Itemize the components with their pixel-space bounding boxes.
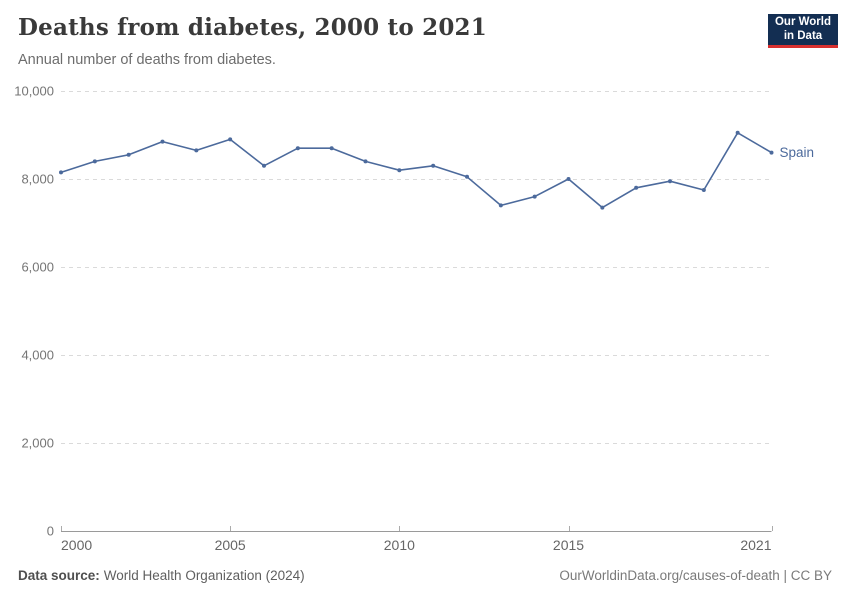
data-point[interactable]	[126, 152, 131, 157]
entity-label[interactable]: Spain	[780, 145, 815, 160]
x-tick-label: 2021	[740, 537, 771, 553]
data-point[interactable]	[498, 203, 503, 208]
y-tick-label: 2,000	[21, 436, 54, 451]
owid-logo[interactable]: Our World in Data	[768, 14, 838, 48]
data-point[interactable]	[92, 159, 97, 164]
data-point[interactable]	[363, 159, 368, 164]
x-axis-labels: 2000 2005 2010 2015 2021	[61, 537, 772, 553]
data-point[interactable]	[532, 194, 537, 199]
data-point[interactable]	[160, 139, 165, 144]
x-axis	[61, 526, 773, 532]
data-point[interactable]	[566, 177, 571, 181]
data-point[interactable]	[295, 146, 300, 151]
chart-footer: Data source: World Health Organization (2…	[18, 568, 832, 583]
data-point[interactable]	[465, 174, 469, 179]
data-point[interactable]	[329, 146, 334, 151]
data-point[interactable]	[668, 179, 672, 184]
credit-link[interactable]: OurWorldinData.org/causes-of-death | CC …	[559, 568, 832, 583]
y-axis-labels: 0 2,000 4,000 6,000 8,000 10,000	[14, 84, 54, 539]
owid-logo-line1: Our World	[774, 16, 831, 28]
page-title: Deaths from diabetes, 2000 to 2021	[18, 14, 487, 41]
data-line[interactable]	[60, 131, 773, 209]
x-tick-label: 2000	[61, 537, 92, 553]
gridlines	[61, 91, 772, 444]
x-tick-label: 2005	[215, 537, 246, 553]
y-tick-label: 0	[47, 524, 54, 539]
data-point[interactable]	[701, 188, 706, 192]
data-point[interactable]	[59, 170, 63, 175]
y-tick-label: 4,000	[21, 348, 54, 363]
data-point[interactable]	[397, 168, 402, 173]
data-point[interactable]	[228, 137, 233, 142]
y-tick-label: 6,000	[21, 260, 54, 275]
owid-logo-line2: in Data	[783, 29, 823, 42]
x-tick-label: 2015	[553, 537, 584, 553]
data-source: Data source: World Health Organization (2…	[18, 568, 305, 583]
y-tick-label: 10,000	[14, 84, 54, 99]
data-point[interactable]	[431, 163, 436, 168]
data-source-text: World Health Organization (2024)	[103, 568, 305, 583]
data-point[interactable]	[634, 185, 639, 190]
data-source-label: Data source:	[18, 568, 100, 583]
chart-subtitle: Annual number of deaths from diabetes.	[18, 52, 276, 68]
series-spain[interactable]	[59, 130, 774, 210]
data-point[interactable]	[735, 130, 740, 135]
x-tick-label: 2010	[384, 537, 415, 553]
y-tick-label: 8,000	[21, 172, 54, 187]
data-point[interactable]	[769, 150, 774, 155]
data-point[interactable]	[600, 205, 605, 210]
data-point[interactable]	[262, 163, 266, 168]
data-point[interactable]	[194, 148, 199, 153]
